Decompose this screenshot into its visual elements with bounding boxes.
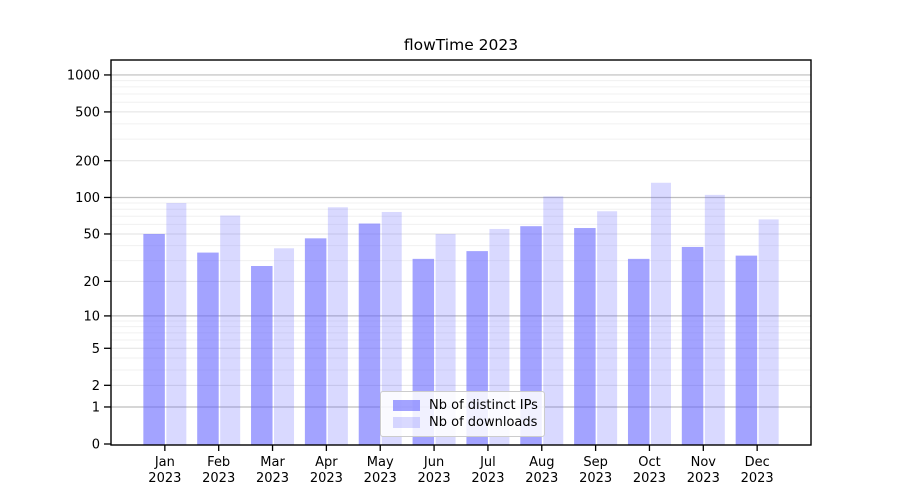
x-tick-label-year: 2023	[741, 471, 774, 486]
bar-downloads-jan	[166, 203, 187, 445]
legend-swatch-distinct-ips	[393, 399, 420, 411]
y-tick-label: 2	[92, 379, 100, 394]
bar-downloads-sep	[597, 211, 618, 445]
x-tick-label-month: Mar	[260, 455, 285, 470]
x-tick-label-year: 2023	[148, 471, 181, 486]
x-tick-label-month: Jul	[479, 455, 496, 470]
x-tick-label-month: Nov	[691, 455, 717, 470]
bar-distinct-ips-may	[358, 223, 381, 445]
bar-downloads-oct	[650, 182, 671, 446]
legend: Nb of distinct IPs Nb of downloads	[380, 391, 545, 437]
bar-downloads-jul	[489, 228, 510, 445]
y-tick-label: 200	[75, 154, 100, 169]
bar-downloads-nov	[704, 194, 725, 445]
bar-downloads-may	[381, 211, 402, 445]
y-tick-label: 1000	[67, 68, 100, 83]
y-tick-label: 5	[92, 342, 100, 357]
x-tick-label-month: Dec	[745, 455, 770, 470]
x-tick-label-year: 2023	[418, 471, 451, 486]
x-tick-label-month: Jun	[423, 455, 444, 470]
x-tick-label-year: 2023	[525, 471, 558, 486]
bar-downloads-mar	[274, 248, 295, 445]
x-tick-label-month: May	[367, 455, 394, 470]
x-tick-label-month: Feb	[207, 455, 230, 470]
bar-distinct-ips-oct	[627, 258, 650, 445]
x-tick-label-month: Sep	[583, 455, 608, 470]
bar-downloads-apr	[327, 207, 348, 445]
legend-label-distinct-ips: Nb of distinct IPs	[429, 397, 538, 413]
x-tick-label-month: Oct	[638, 455, 660, 470]
plot-frame	[110, 59, 812, 446]
x-tick-label-year: 2023	[202, 471, 235, 486]
bar-distinct-ips-sep	[574, 228, 596, 445]
bar-distinct-ips-nov	[681, 246, 704, 445]
x-tick-label-year: 2023	[310, 471, 343, 486]
y-tick-label: 1	[92, 401, 100, 416]
bar-distinct-ips-apr	[304, 238, 327, 445]
bar-distinct-ips-dec	[735, 255, 758, 445]
bar-downloads-feb	[220, 215, 241, 445]
y-tick-label: 10	[83, 309, 100, 324]
bar-distinct-ips-aug	[520, 226, 542, 445]
bar-distinct-ips-feb	[197, 252, 219, 445]
bar-distinct-ips-mar	[251, 265, 273, 445]
y-tick-label: 500	[75, 105, 100, 120]
x-tick-label-year: 2023	[633, 471, 666, 486]
legend-label-downloads: Nb of downloads	[429, 415, 538, 431]
x-tick-label-month: Aug	[529, 455, 554, 470]
x-tick-label-year: 2023	[256, 471, 289, 486]
bar-downloads-dec	[758, 219, 779, 445]
x-tick-label-year: 2023	[579, 471, 612, 486]
chart-title: flowTime 2023	[403, 36, 519, 54]
x-tick-label-year: 2023	[364, 471, 397, 486]
x-tick-label-month: Apr	[315, 455, 338, 470]
legend-item-downloads: Nb of downloads	[393, 415, 538, 431]
x-tick-label-year: 2023	[471, 471, 504, 486]
y-tick-label: 50	[83, 228, 100, 243]
bar-downloads-aug	[543, 196, 564, 445]
x-tick-label-year: 2023	[687, 471, 720, 486]
legend-swatch-downloads	[393, 417, 420, 429]
y-tick-label: 0	[92, 438, 100, 453]
x-tick-label-month: Jan	[154, 455, 175, 470]
legend-item-distinct-ips: Nb of distinct IPs	[393, 397, 538, 413]
y-tick-label: 100	[75, 191, 100, 206]
bar-distinct-ips-jan	[143, 233, 165, 445]
y-tick-label: 20	[83, 275, 100, 290]
